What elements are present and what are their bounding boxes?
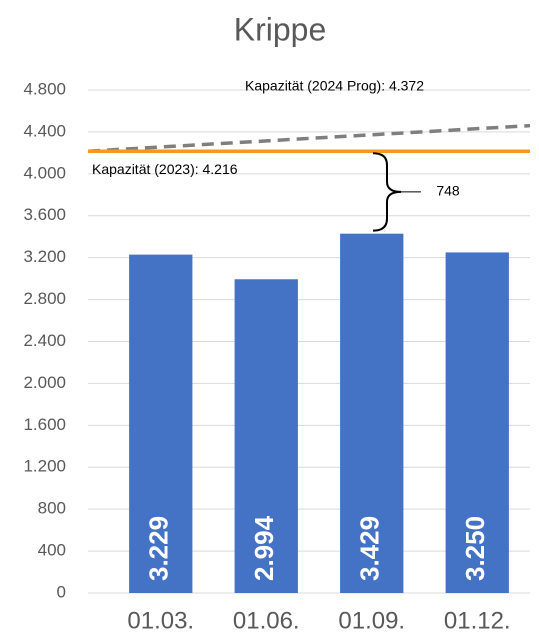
capacity-label: Kapazität (2023): 4.216 bbox=[92, 161, 238, 177]
y-tick-label: 1.200 bbox=[23, 457, 66, 476]
bar bbox=[234, 279, 298, 593]
y-tick-label: 0 bbox=[57, 582, 66, 601]
bar bbox=[129, 254, 193, 594]
y-tick-label: 800 bbox=[38, 499, 66, 518]
x-tick-label: 01.03. bbox=[127, 607, 194, 634]
value-label: 3.250 bbox=[460, 516, 490, 581]
value-label: 3.429 bbox=[355, 516, 385, 581]
forecast-line bbox=[87, 123, 531, 153]
x-tick-label: 01.12. bbox=[444, 607, 511, 634]
y-tick-label: 400 bbox=[38, 541, 66, 560]
gap-label: 748 bbox=[436, 183, 460, 199]
value-label: 3.229 bbox=[144, 516, 174, 581]
brace bbox=[372, 152, 402, 232]
bar bbox=[445, 252, 509, 594]
y-tick-label: 2.400 bbox=[23, 331, 66, 350]
forecast-label: Kapazität (2024 Prog): 4.372 bbox=[245, 78, 424, 94]
x-tick-label: 01.06. bbox=[233, 607, 300, 634]
y-tick-label: 2.000 bbox=[23, 373, 66, 392]
y-tick-label: 4.400 bbox=[23, 121, 66, 140]
y-tick-label: 1.600 bbox=[23, 415, 66, 434]
y-tick-label: 3.200 bbox=[23, 247, 66, 266]
chart-title: Krippe bbox=[234, 11, 327, 47]
value-label: 2.994 bbox=[249, 515, 279, 581]
bar bbox=[340, 233, 404, 593]
y-tick-label: 2.800 bbox=[23, 289, 66, 308]
y-tick-label: 3.600 bbox=[23, 205, 66, 224]
y-tick-label: 4.800 bbox=[23, 79, 66, 98]
y-tick-label: 4.000 bbox=[23, 163, 66, 182]
x-tick-label: 01.09. bbox=[338, 607, 405, 634]
